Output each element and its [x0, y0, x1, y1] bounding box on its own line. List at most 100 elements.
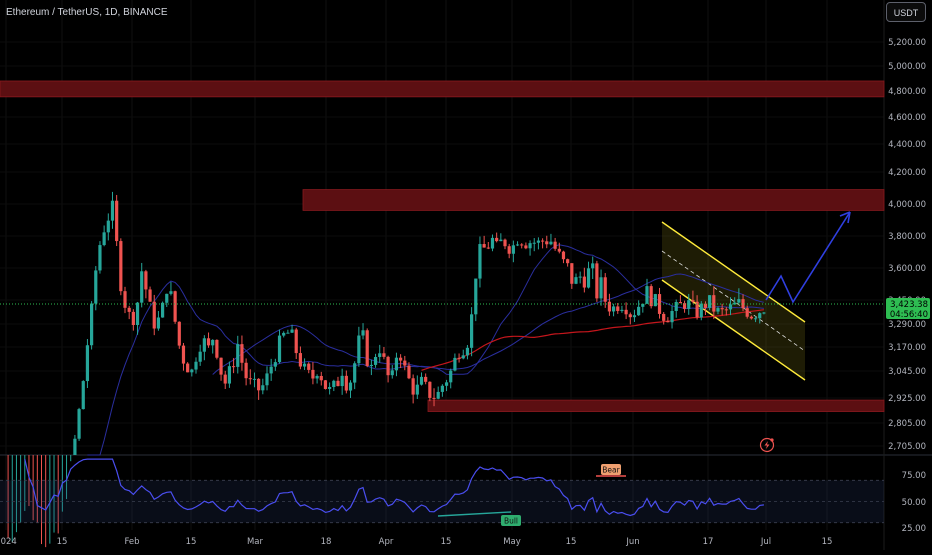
candle	[678, 295, 682, 304]
candle	[369, 359, 373, 376]
price-tick-label: 5,000.00	[888, 62, 926, 72]
candle	[399, 354, 403, 369]
channel-midline	[661, 250, 806, 352]
time-tick-label: 17	[703, 537, 714, 547]
candle	[244, 358, 248, 386]
time-tick-label: 15	[822, 537, 833, 547]
candle	[361, 323, 365, 340]
candle	[536, 237, 541, 250]
candle	[382, 346, 386, 360]
descending-channel	[661, 221, 806, 381]
current-price-tag	[886, 297, 930, 319]
candle	[353, 361, 357, 390]
candle	[691, 290, 695, 304]
candle	[595, 260, 599, 302]
time-tick-label: Jun	[625, 537, 639, 547]
candle	[570, 263, 574, 289]
rsi-line	[24, 458, 764, 517]
candle	[490, 234, 495, 252]
candle	[286, 329, 290, 334]
projection-path	[765, 211, 851, 304]
candle	[549, 233, 553, 246]
channel-line[interactable]	[661, 221, 806, 323]
candle	[762, 311, 766, 315]
rsi-tick-label: 75.00	[902, 471, 926, 481]
zone-upper-resistance[interactable]	[0, 80, 885, 98]
candle	[628, 312, 632, 325]
ma-50-line	[212, 273, 765, 375]
candle	[507, 243, 511, 259]
candle	[741, 294, 745, 312]
candle	[206, 332, 211, 348]
bull-badge-label: Bull	[504, 517, 518, 526]
candle	[578, 271, 582, 284]
rsi-tick-label: 25.00	[902, 524, 926, 534]
candle	[152, 294, 156, 336]
candle	[169, 281, 173, 296]
candle	[119, 238, 123, 296]
price-tick-label: 2,805.00	[888, 419, 926, 429]
candle	[81, 380, 85, 410]
candle	[344, 370, 348, 394]
candle	[649, 284, 653, 309]
price-tick-label: 2,705.00	[888, 442, 926, 452]
candle	[474, 278, 478, 322]
price-tick-label: 5,200.00	[888, 38, 926, 48]
candle	[231, 358, 236, 374]
candle	[449, 368, 453, 389]
candle	[77, 407, 81, 441]
current-price-label: 3,423.38	[890, 300, 928, 310]
time-axis[interactable]: 2024 15 Feb 15 Mar 18 Apr 15 May 15 Jun 17 Jul 15	[0, 537, 832, 547]
candle	[586, 261, 591, 289]
candle	[532, 238, 536, 252]
candle	[478, 236, 482, 288]
candle	[144, 269, 148, 299]
candle	[248, 369, 252, 385]
candle	[227, 361, 232, 388]
candle	[302, 358, 307, 371]
candle	[336, 376, 340, 387]
candle	[323, 380, 328, 390]
time-tick-label: Feb	[124, 537, 139, 547]
zone-support[interactable]	[427, 399, 885, 412]
rsi-tick-label: 50.00	[902, 498, 926, 508]
bull-divergence-line	[437, 511, 512, 517]
currency-button[interactable]: USDT	[886, 2, 926, 22]
projection-arrowhead	[839, 211, 851, 224]
candle	[428, 381, 432, 402]
candle	[499, 233, 503, 242]
candle	[240, 335, 244, 371]
candle	[687, 293, 691, 315]
candle	[749, 315, 753, 320]
candle	[674, 299, 678, 318]
candle	[394, 352, 399, 377]
candle	[156, 311, 161, 331]
candle	[257, 378, 261, 400]
candle	[252, 372, 257, 388]
candle	[181, 342, 186, 371]
price-tick-label: 4,200.00	[888, 168, 926, 178]
projection-line[interactable]	[765, 211, 851, 304]
candle	[611, 303, 616, 317]
candle	[515, 241, 520, 247]
candle	[348, 380, 353, 398]
candle	[411, 374, 415, 404]
candle	[127, 305, 131, 320]
candle	[85, 339, 90, 389]
lightning-icon[interactable]	[759, 437, 775, 453]
price-axis[interactable]: 5,200.00 5,000.00 4,800.00 4,600.00 4,400.00…	[888, 38, 926, 452]
bull-badge	[501, 515, 521, 526]
channel-line[interactable]	[661, 279, 806, 381]
candle	[340, 368, 344, 395]
price-tick-label: 3,170.00	[888, 343, 926, 353]
candle	[524, 242, 528, 250]
candle	[682, 300, 687, 313]
zone-resistance[interactable]	[302, 189, 885, 211]
candle	[106, 213, 110, 241]
candle	[666, 317, 670, 323]
candle	[511, 240, 515, 263]
candle	[73, 434, 77, 455]
